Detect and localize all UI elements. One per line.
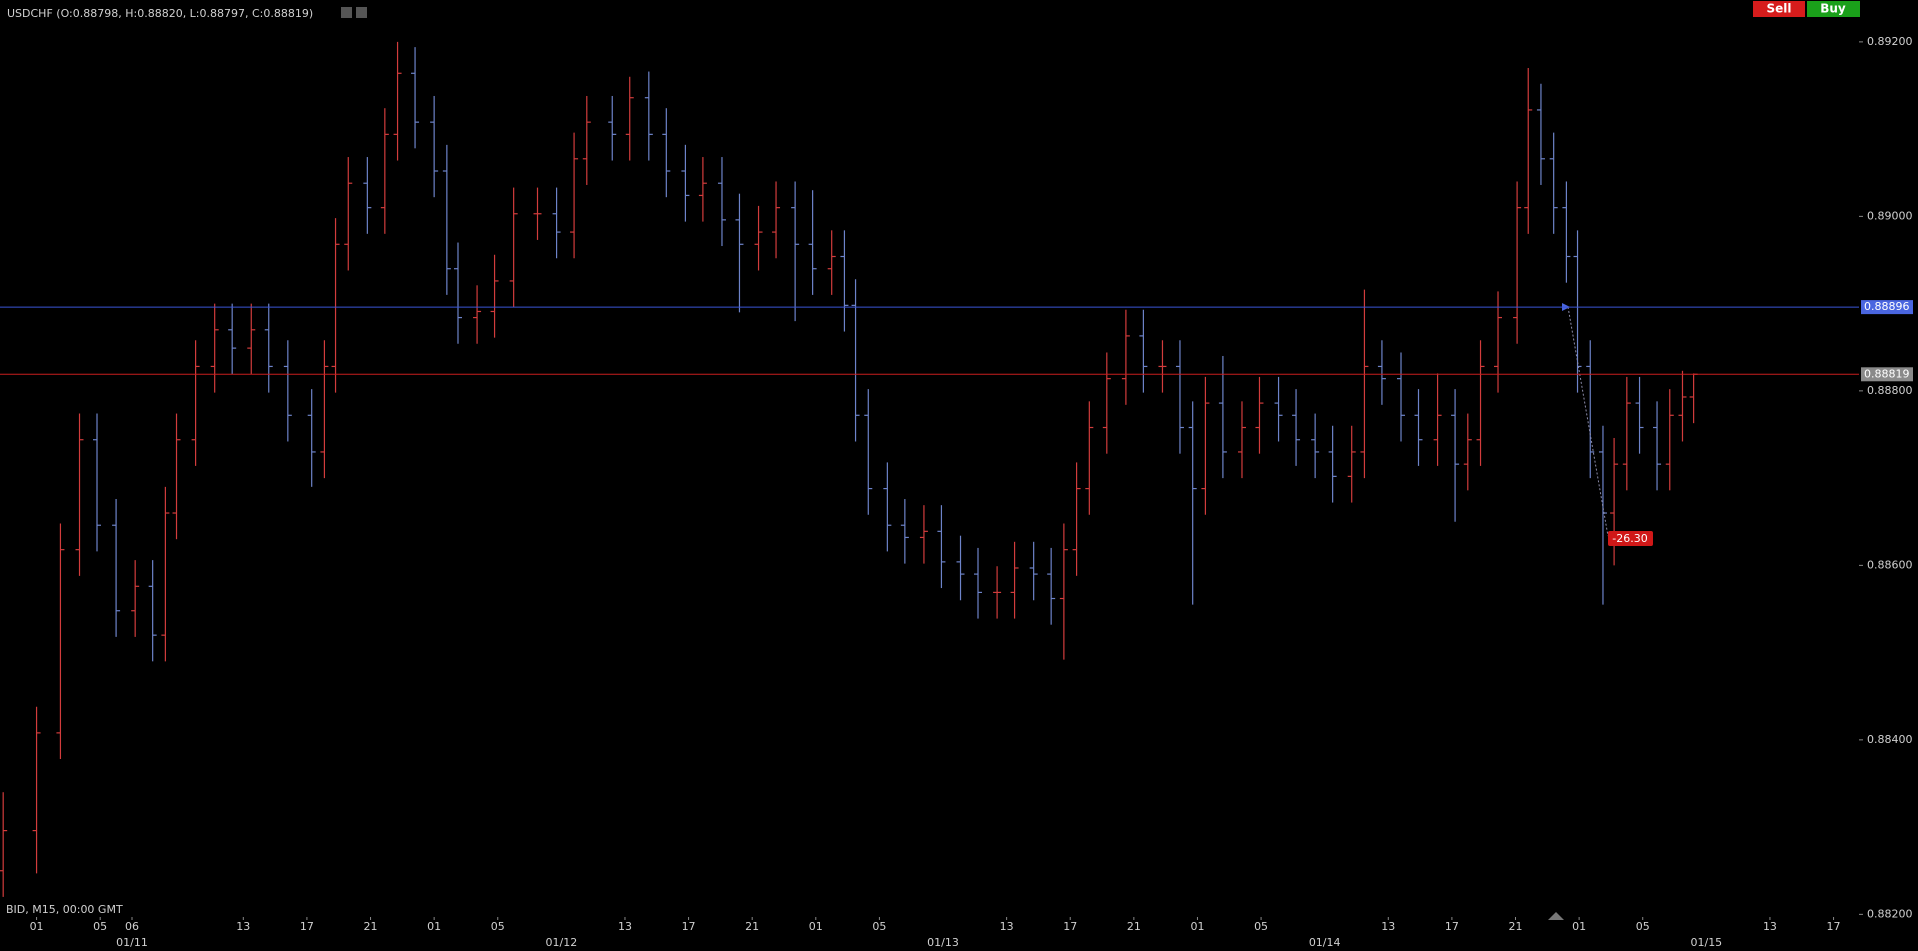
buy-button-bg[interactable]: [1807, 1, 1860, 17]
y-tick-label: 0.89000: [1867, 209, 1913, 222]
x-tick-label: 05: [1636, 920, 1650, 933]
x-tick-label: 13: [1000, 920, 1014, 933]
x-tick-label: 17: [1827, 920, 1841, 933]
scroll-marker: [1548, 912, 1564, 920]
x-tick-label: 21: [364, 920, 378, 933]
annotation: -26.30: [1612, 532, 1647, 545]
x-tick-label: 05: [1254, 920, 1268, 933]
x-tick-label: 17: [300, 920, 314, 933]
x-tick-label: 01: [427, 920, 441, 933]
buy-button[interactable]: Buy: [1807, 1, 1860, 17]
close-icon[interactable]: [356, 7, 367, 18]
sell-button-bg[interactable]: [1753, 1, 1805, 17]
date-tick-label: 01/11: [116, 936, 148, 949]
buy-label[interactable]: Buy: [1820, 2, 1846, 16]
x-tick-label: 21: [1127, 920, 1141, 933]
price-line-label: 0.88819: [1864, 367, 1910, 380]
settings-icon[interactable]: [341, 7, 352, 18]
x-tick-label: 21: [1509, 920, 1523, 933]
x-tick-label: 01: [1572, 920, 1586, 933]
x-tick-label: 17: [1445, 920, 1459, 933]
x-tick-label: 13: [618, 920, 632, 933]
y-tick-label: 0.88800: [1867, 384, 1913, 397]
x-tick-label: 01: [1190, 920, 1204, 933]
x-tick-label: 13: [236, 920, 250, 933]
date-tick-label: 01/13: [927, 936, 959, 949]
y-tick-label: 0.88200: [1867, 907, 1913, 920]
sell-label[interactable]: Sell: [1766, 2, 1791, 16]
x-tick-label: 05: [491, 920, 505, 933]
date-tick-label: 01/14: [1309, 936, 1341, 949]
chart-title: USDCHF (O:0.88798, H:0.88820, L:0.88797,…: [7, 7, 313, 20]
price-line-label: 0.88896: [1864, 300, 1910, 313]
x-tick-label: 21: [745, 920, 759, 933]
y-tick-label: 0.88600: [1867, 558, 1913, 571]
annotation-box: [1608, 531, 1653, 546]
date-tick-label: 01/15: [1690, 936, 1722, 949]
x-tick-label: 17: [682, 920, 696, 933]
y-tick-label: 0.88400: [1867, 733, 1913, 746]
footer-label: BID, M15, 00:00 GMT: [6, 903, 123, 916]
x-tick-label: 01: [809, 920, 823, 933]
x-tick-label: 05: [872, 920, 886, 933]
x-tick-label: 13: [1381, 920, 1395, 933]
x-tick-label: 01: [30, 920, 44, 933]
x-tick-label: 05: [93, 920, 107, 933]
sell-button[interactable]: Sell: [1753, 1, 1805, 17]
x-tick-label: 06: [125, 920, 139, 933]
x-tick-label: 13: [1763, 920, 1777, 933]
date-tick-label: 01/12: [546, 936, 578, 949]
price-line-label-bg: [1861, 367, 1913, 382]
x-tick-label: 17: [1063, 920, 1077, 933]
price-line-label-bg: [1861, 300, 1913, 315]
plot-area: [0, 41, 1698, 897]
trade-link: [1567, 306, 1609, 537]
y-tick-label: 0.89200: [1867, 35, 1913, 48]
